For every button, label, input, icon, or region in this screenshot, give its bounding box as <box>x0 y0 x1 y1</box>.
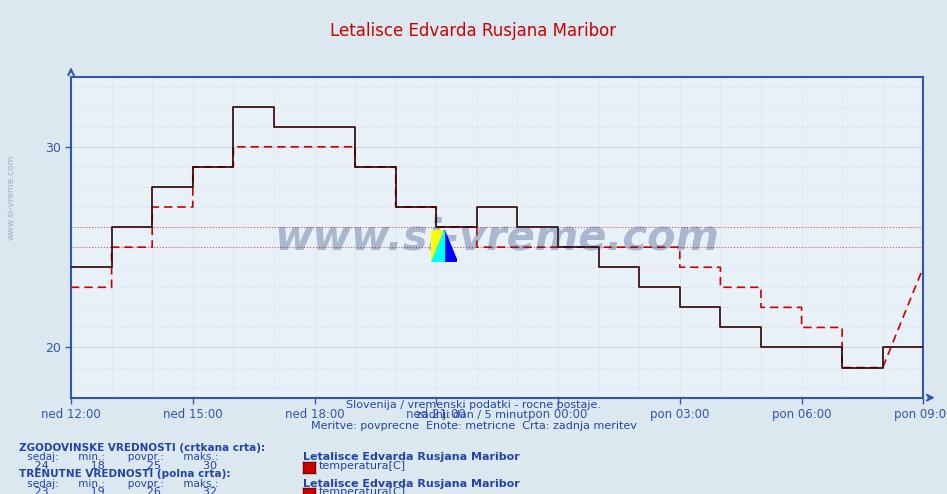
Text: www.si-vreme.com: www.si-vreme.com <box>7 155 16 240</box>
Text: zadnji dan / 5 minut.: zadnji dan / 5 minut. <box>416 411 531 420</box>
Text: ZGODOVINSKE VREDNOSTI (crtkana crta):: ZGODOVINSKE VREDNOSTI (crtkana crta): <box>19 443 265 453</box>
Text: Meritve: povprecne  Enote: metricne  Crta: zadnja meritev: Meritve: povprecne Enote: metricne Crta:… <box>311 421 636 431</box>
Text: Letalisce Edvarda Rusjana Maribor: Letalisce Edvarda Rusjana Maribor <box>303 479 520 489</box>
Text: Letalisce Edvarda Rusjana Maribor: Letalisce Edvarda Rusjana Maribor <box>331 22 616 40</box>
Polygon shape <box>431 230 444 262</box>
Text: Slovenija / vremenski podatki - rocne postaje.: Slovenija / vremenski podatki - rocne po… <box>346 400 601 410</box>
Polygon shape <box>431 230 444 262</box>
Text: sedaj:      min.:       povpr.:      maks.:: sedaj: min.: povpr.: maks.: <box>24 453 218 462</box>
Text: 23            19            26            32: 23 19 26 32 <box>24 488 217 494</box>
Text: www.si-vreme.com: www.si-vreme.com <box>275 216 720 258</box>
Text: temperatura[C]: temperatura[C] <box>319 461 406 471</box>
Text: 24            18            25            30: 24 18 25 30 <box>24 461 217 471</box>
Text: temperatura[C]: temperatura[C] <box>319 488 406 494</box>
Text: Letalisce Edvarda Rusjana Maribor: Letalisce Edvarda Rusjana Maribor <box>303 453 520 462</box>
Text: TRENUTNE VREDNOSTI (polna crta):: TRENUTNE VREDNOSTI (polna crta): <box>19 469 230 479</box>
Polygon shape <box>444 230 457 262</box>
Text: sedaj:      min.:       povpr.:      maks.:: sedaj: min.: povpr.: maks.: <box>24 479 218 489</box>
